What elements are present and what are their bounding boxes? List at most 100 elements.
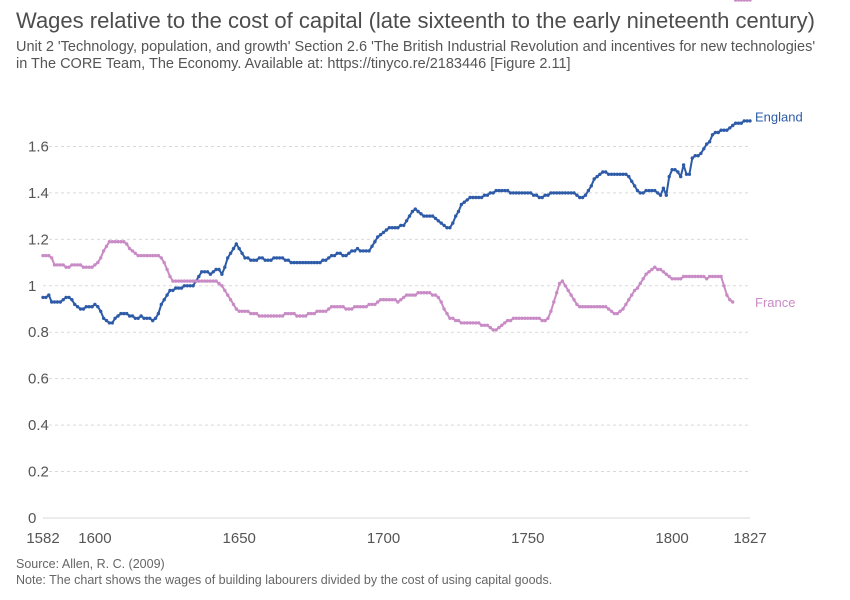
- england-point: [47, 293, 50, 296]
- england-point: [512, 191, 515, 194]
- england-point: [105, 319, 108, 322]
- england-point: [174, 286, 177, 289]
- france-point: [203, 279, 206, 282]
- y-tick-label: 1.6: [28, 138, 49, 155]
- x-tick-label: 1600: [78, 530, 111, 547]
- england-point: [249, 259, 252, 262]
- england-point: [538, 196, 541, 199]
- england-point: [743, 119, 746, 122]
- france-point: [673, 277, 676, 280]
- england-point: [370, 245, 373, 248]
- england-point: [440, 221, 443, 224]
- england-point: [217, 268, 220, 271]
- france-point: [552, 300, 555, 303]
- france-point: [431, 293, 434, 296]
- france-point: [157, 254, 160, 257]
- france-point: [402, 296, 405, 299]
- france-point: [601, 305, 604, 308]
- england-point: [598, 173, 601, 176]
- england-point: [212, 270, 215, 273]
- france-point: [437, 296, 440, 299]
- france-point: [339, 305, 342, 308]
- france-point: [160, 256, 163, 259]
- france-point: [226, 293, 229, 296]
- england-point: [685, 173, 688, 176]
- france-point: [76, 263, 79, 266]
- england-point: [497, 189, 500, 192]
- france-point: [145, 254, 148, 257]
- y-tick-label: 0.6: [28, 371, 49, 388]
- y-tick-label: 1.4: [28, 185, 49, 202]
- england-point: [70, 298, 73, 301]
- england-point: [670, 168, 673, 171]
- france-point: [590, 305, 593, 308]
- england-point: [113, 317, 116, 320]
- england-point: [281, 256, 284, 259]
- england-point: [567, 191, 570, 194]
- england-point: [644, 189, 647, 192]
- england-point: [578, 196, 581, 199]
- france-point: [165, 268, 168, 271]
- england-point: [607, 173, 610, 176]
- england-point: [189, 284, 192, 287]
- france-point: [399, 298, 402, 301]
- england-point: [145, 317, 148, 320]
- england-point: [186, 284, 189, 287]
- england-point: [315, 261, 318, 264]
- france-point: [532, 317, 535, 320]
- france-point: [659, 268, 662, 271]
- france-point: [139, 254, 142, 257]
- england-point: [131, 314, 134, 317]
- england-point: [62, 298, 65, 301]
- england-point: [402, 224, 405, 227]
- england-point: [336, 252, 339, 255]
- france-point: [691, 275, 694, 278]
- france-point: [708, 275, 711, 278]
- england-point: [673, 168, 676, 171]
- france-point: [341, 305, 344, 308]
- england-point: [621, 173, 624, 176]
- france-point: [50, 256, 53, 259]
- england-point: [154, 317, 157, 320]
- england-point: [111, 321, 114, 324]
- england-point: [214, 268, 217, 271]
- france-point: [497, 326, 500, 329]
- france-point: [445, 312, 448, 315]
- england-point: [396, 226, 399, 229]
- england-point: [489, 191, 492, 194]
- x-tick-label: 1582: [26, 530, 59, 547]
- france-point: [281, 314, 284, 317]
- france-point: [682, 275, 685, 278]
- england-point: [714, 131, 717, 134]
- france-point: [99, 256, 102, 259]
- france-point: [177, 279, 180, 282]
- france-point: [604, 305, 607, 308]
- england-point: [304, 261, 307, 264]
- england-point: [725, 129, 728, 132]
- england-point: [419, 212, 422, 215]
- france-point: [616, 312, 619, 315]
- france-point: [494, 328, 497, 331]
- england-point: [517, 191, 520, 194]
- england-point: [445, 226, 448, 229]
- england-point: [575, 194, 578, 197]
- england-point: [278, 256, 281, 259]
- england-point: [229, 252, 232, 255]
- england-point: [691, 156, 694, 159]
- france-point: [376, 300, 379, 303]
- france-point: [546, 317, 549, 320]
- france-series-label: France: [755, 295, 795, 310]
- england-point: [748, 119, 751, 122]
- france-point: [116, 240, 119, 243]
- france-point: [122, 240, 125, 243]
- england-point: [665, 194, 668, 197]
- france-point: [517, 317, 520, 320]
- england-point: [604, 170, 607, 173]
- england-point: [226, 256, 229, 259]
- england-point: [711, 133, 714, 136]
- england-point: [137, 317, 140, 320]
- england-point: [523, 191, 526, 194]
- england-point: [702, 147, 705, 150]
- france-point: [220, 284, 223, 287]
- england-point: [408, 214, 411, 217]
